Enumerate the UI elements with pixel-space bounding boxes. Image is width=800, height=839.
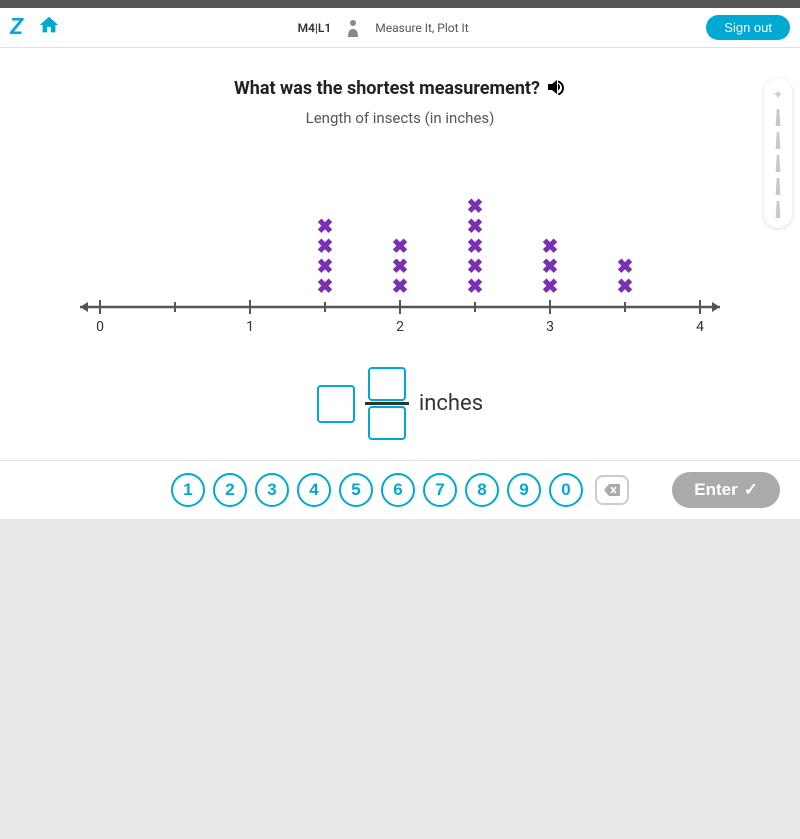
svg-text:✖: ✖	[467, 236, 484, 258]
keypad-bar: 1234567890 Enter ✓	[0, 460, 800, 519]
question-text: What was the shortest measurement?	[234, 78, 540, 99]
svg-text:✖: ✖	[317, 216, 334, 238]
svg-text:✖: ✖	[392, 276, 409, 298]
header-center: M4|L1 Measure It, Plot It	[60, 19, 706, 37]
lesson-title: Measure It, Plot It	[375, 21, 468, 35]
dot-plot-chart: 01234✖✖✖✖✖✖✖✖✖✖✖✖✖✖✖✖✖	[70, 157, 730, 337]
number-button-3[interactable]: 3	[255, 473, 289, 507]
side-panel: ✦	[764, 78, 792, 228]
lesson-code: M4|L1	[298, 21, 332, 35]
enter-label: Enter	[694, 480, 737, 500]
svg-text:✖: ✖	[317, 276, 334, 298]
svg-text:✖: ✖	[467, 276, 484, 298]
number-button-1[interactable]: 1	[171, 473, 205, 507]
svg-text:✖: ✖	[467, 196, 484, 218]
svg-text:0: 0	[96, 319, 104, 335]
progress-icon-4	[772, 178, 784, 195]
svg-text:4: 4	[696, 319, 704, 335]
number-button-6[interactable]: 6	[381, 473, 415, 507]
chart-subtitle: Length of insects (in inches)	[20, 109, 780, 127]
denominator-input[interactable]	[368, 406, 406, 440]
home-icon[interactable]	[38, 14, 60, 42]
lower-area	[0, 519, 800, 839]
number-button-2[interactable]: 2	[213, 473, 247, 507]
number-button-9[interactable]: 9	[507, 473, 541, 507]
top-bar	[0, 0, 800, 8]
number-button-0[interactable]: 0	[549, 473, 583, 507]
svg-text:✖: ✖	[467, 216, 484, 238]
svg-text:✖: ✖	[392, 256, 409, 278]
backspace-button[interactable]	[595, 475, 629, 505]
svg-text:2: 2	[396, 319, 404, 335]
number-buttons-row: 1234567890	[171, 473, 583, 507]
number-button-8[interactable]: 8	[465, 473, 499, 507]
fraction-input	[365, 367, 409, 440]
svg-text:✖: ✖	[542, 236, 559, 258]
svg-text:1: 1	[246, 319, 254, 335]
fraction-line	[365, 402, 409, 405]
svg-text:3: 3	[546, 319, 554, 335]
progress-icon-5	[772, 201, 784, 218]
svg-text:✖: ✖	[617, 276, 634, 298]
progress-icon-3	[772, 155, 784, 172]
signout-button[interactable]: Sign out	[706, 15, 790, 40]
svg-text:✖: ✖	[467, 256, 484, 278]
content-area: What was the shortest measurement? Lengt…	[0, 48, 800, 460]
avatar-icon[interactable]	[346, 19, 360, 37]
number-button-4[interactable]: 4	[297, 473, 331, 507]
unit-label: inches	[419, 391, 483, 416]
progress-icon-1	[772, 109, 784, 126]
logo[interactable]: Z	[10, 15, 23, 40]
svg-text:✖: ✖	[317, 236, 334, 258]
check-icon: ✓	[744, 480, 758, 500]
svg-text:✖: ✖	[392, 236, 409, 258]
question-row: What was the shortest measurement?	[20, 78, 780, 99]
speaker-icon[interactable]	[548, 79, 566, 99]
progress-icon-2	[772, 132, 784, 149]
whole-number-input[interactable]	[317, 385, 355, 423]
header: Z M4|L1 Measure It, Plot It Sign out	[0, 8, 800, 48]
star-icon[interactable]: ✦	[773, 88, 784, 103]
chart-svg: 01234✖✖✖✖✖✖✖✖✖✖✖✖✖✖✖✖✖	[70, 157, 730, 337]
svg-text:✖: ✖	[542, 256, 559, 278]
enter-button[interactable]: Enter ✓	[672, 472, 780, 508]
svg-text:✖: ✖	[617, 256, 634, 278]
number-button-5[interactable]: 5	[339, 473, 373, 507]
answer-area: inches	[20, 367, 780, 440]
number-button-7[interactable]: 7	[423, 473, 457, 507]
numerator-input[interactable]	[368, 367, 406, 401]
svg-text:✖: ✖	[317, 256, 334, 278]
svg-text:✖: ✖	[542, 276, 559, 298]
